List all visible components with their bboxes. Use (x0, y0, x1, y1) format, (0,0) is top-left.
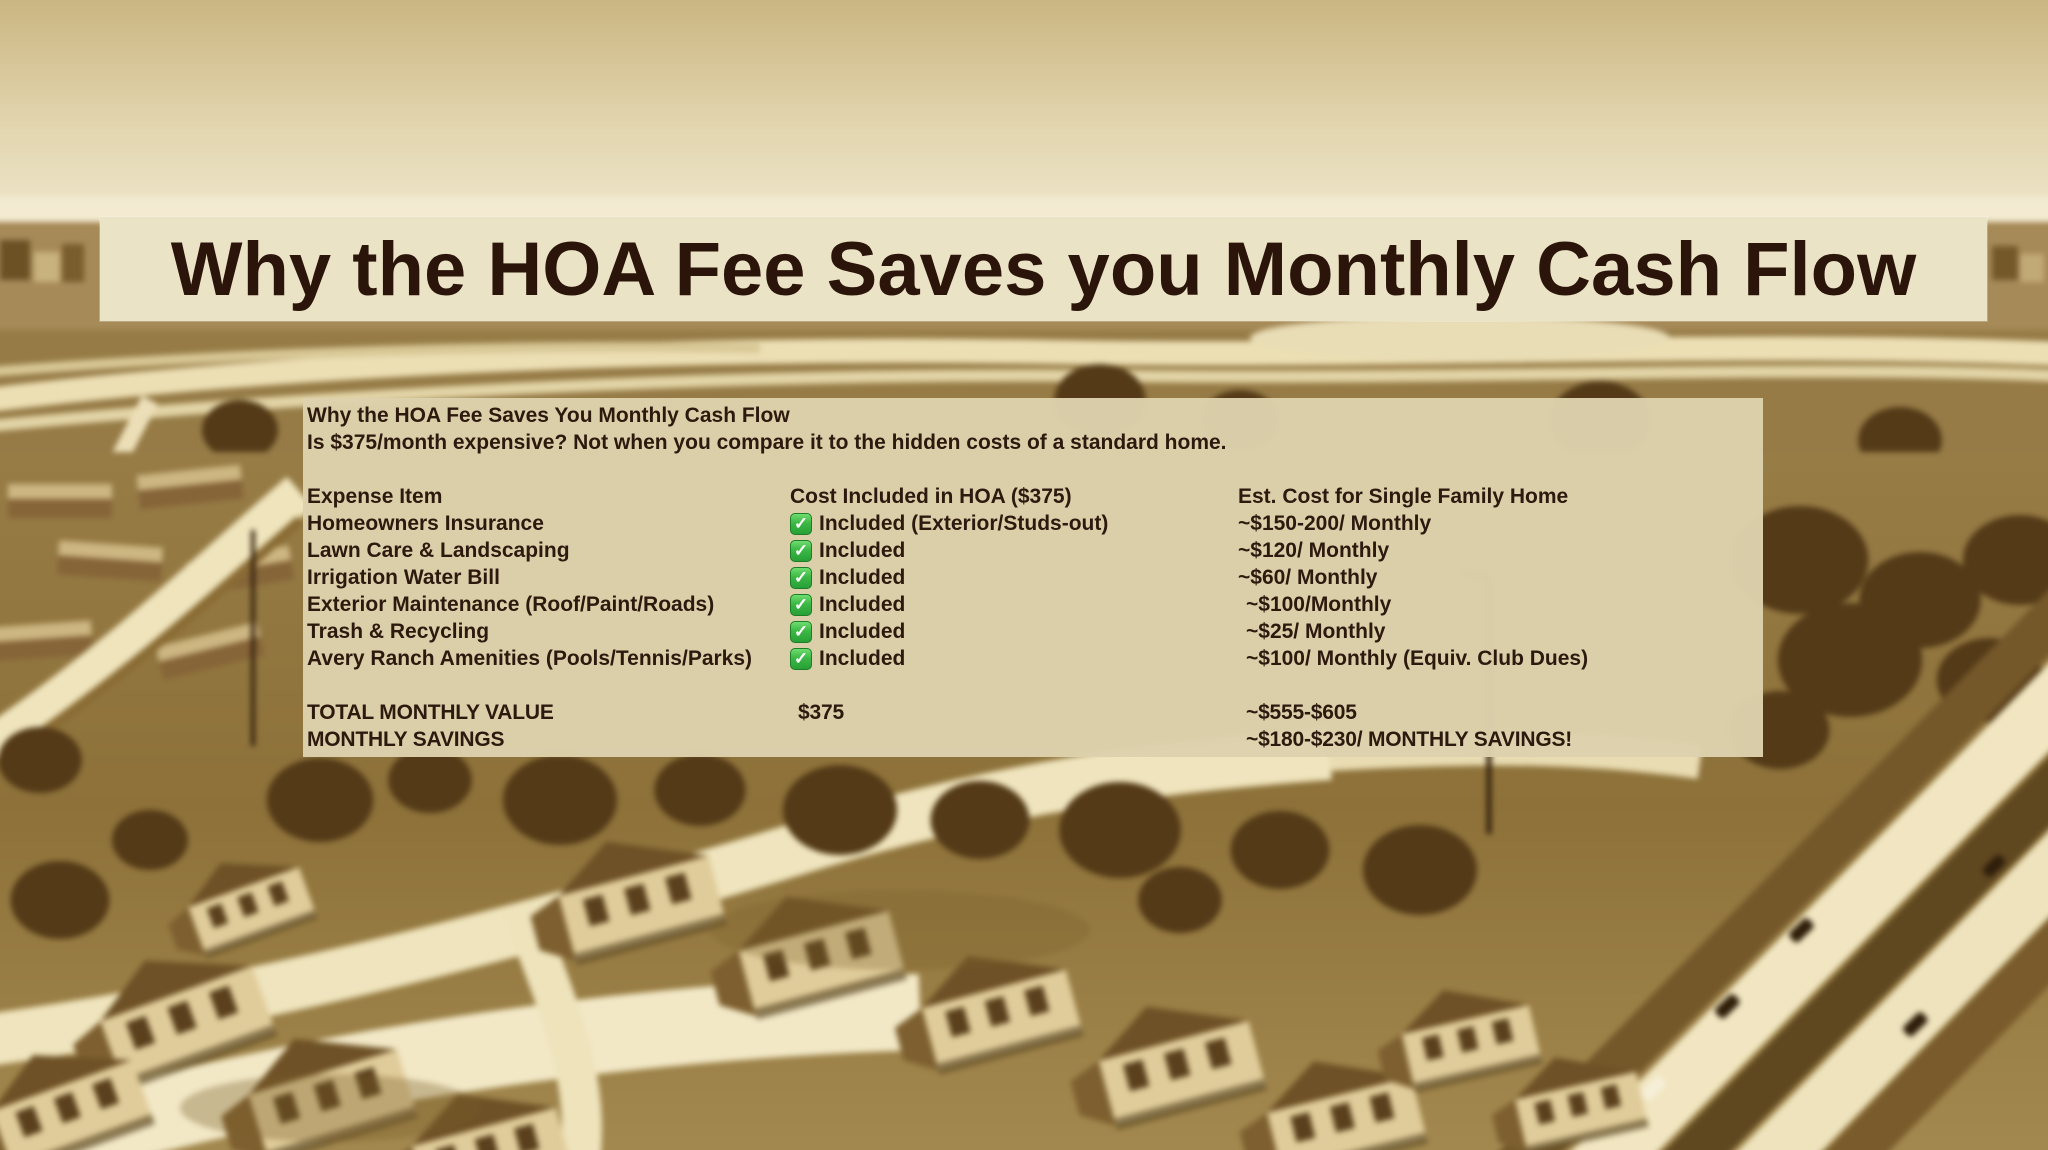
est-cost: ~$60/ Monthly (1238, 566, 1378, 589)
table-row: Homeowners Insurance ✓ Included (Exterior… (307, 510, 1763, 537)
savings-label: MONTHLY SAVINGS (307, 728, 505, 751)
table-row: Trash & Recycling ✓ Included ~$25/ Monthl… (307, 618, 1763, 645)
header-est-cost: Est. Cost for Single Family Home (1238, 485, 1569, 508)
hoa-cell: ✓ Included (790, 591, 1238, 618)
est-cost: ~$120/ Monthly (1238, 539, 1390, 562)
table-row: Irrigation Water Bill ✓ Included ~$60/ Mo… (307, 564, 1763, 591)
content-heading-row: Why the HOA Fee Saves You Monthly Cash F… (307, 402, 1763, 429)
included-check-icon: ✓ (790, 647, 812, 670)
table-row: Lawn Care & Landscaping ✓ Included ~$120/… (307, 537, 1763, 564)
total-label: TOTAL MONTHLY VALUE (307, 701, 554, 724)
est-cost: ~$100/ Monthly (Equiv. Club Dues) (1246, 647, 1589, 670)
hoa-cell: ✓ Included (790, 645, 1238, 672)
included-check-icon: ✓ (790, 566, 812, 589)
est-cost: ~$100/Monthly (1246, 593, 1392, 616)
included-check-icon: ✓ (790, 620, 812, 643)
savings-est-value: ~$180-$230/ MONTHLY SAVINGS! (1246, 728, 1573, 751)
table-header-row: Expense Item Cost Included in HOA ($375)… (307, 483, 1763, 510)
content-box: Why the HOA Fee Saves You Monthly Cash F… (303, 398, 1763, 757)
hoa-value: Included (Exterior/Studs-out) (819, 512, 1109, 535)
slide-title: Why the HOA Fee Saves you Monthly Cash F… (170, 226, 1917, 312)
hoa-cell: ✓ Included (Exterior/Studs-out) (790, 510, 1238, 537)
total-est-value: ~$555-$605 (1246, 701, 1357, 724)
table-row: Exterior Maintenance (Roof/Paint/Roads) … (307, 591, 1763, 618)
included-check-icon: ✓ (790, 593, 812, 616)
expense-item: Avery Ranch Amenities (Pools/Tennis/Park… (307, 647, 753, 670)
expense-item: Exterior Maintenance (Roof/Paint/Roads) (307, 593, 715, 616)
hoa-value: Included (819, 647, 906, 670)
header-expense-item: Expense Item (307, 485, 443, 508)
est-cost: ~$25/ Monthly (1246, 620, 1386, 643)
content-heading: Why the HOA Fee Saves You Monthly Cash F… (307, 404, 790, 427)
hoa-value: Included (819, 539, 906, 562)
est-cost: ~$150-200/ Monthly (1238, 512, 1432, 535)
header-hoa-cost: Cost Included in HOA ($375) (790, 485, 1072, 508)
hoa-cell: ✓ Included (790, 618, 1238, 645)
expense-item: Lawn Care & Landscaping (307, 539, 570, 562)
included-check-icon: ✓ (790, 539, 812, 562)
hoa-value: Included (819, 593, 906, 616)
total-row: TOTAL MONTHLY VALUE $375 ~$555-$605 (307, 699, 1763, 726)
hoa-value: Included (819, 620, 906, 643)
expense-item: Irrigation Water Bill (307, 566, 500, 589)
hoa-cell: ✓ Included (790, 537, 1238, 564)
total-hoa-value: $375 (798, 701, 844, 724)
expense-item: Homeowners Insurance (307, 512, 544, 535)
content-subheading-row: Is $375/month expensive? Not when you co… (307, 429, 1763, 456)
content-subheading: Is $375/month expensive? Not when you co… (307, 431, 1227, 454)
savings-row: MONTHLY SAVINGS ~$180-$230/ MONTHLY SAVI… (307, 726, 1763, 753)
title-banner: Why the HOA Fee Saves you Monthly Cash F… (100, 217, 1987, 321)
hoa-cell: ✓ Included (790, 564, 1238, 591)
expense-item: Trash & Recycling (307, 620, 490, 643)
hoa-value: Included (819, 566, 906, 589)
included-check-icon: ✓ (790, 512, 812, 535)
table-row: Avery Ranch Amenities (Pools/Tennis/Park… (307, 645, 1763, 672)
